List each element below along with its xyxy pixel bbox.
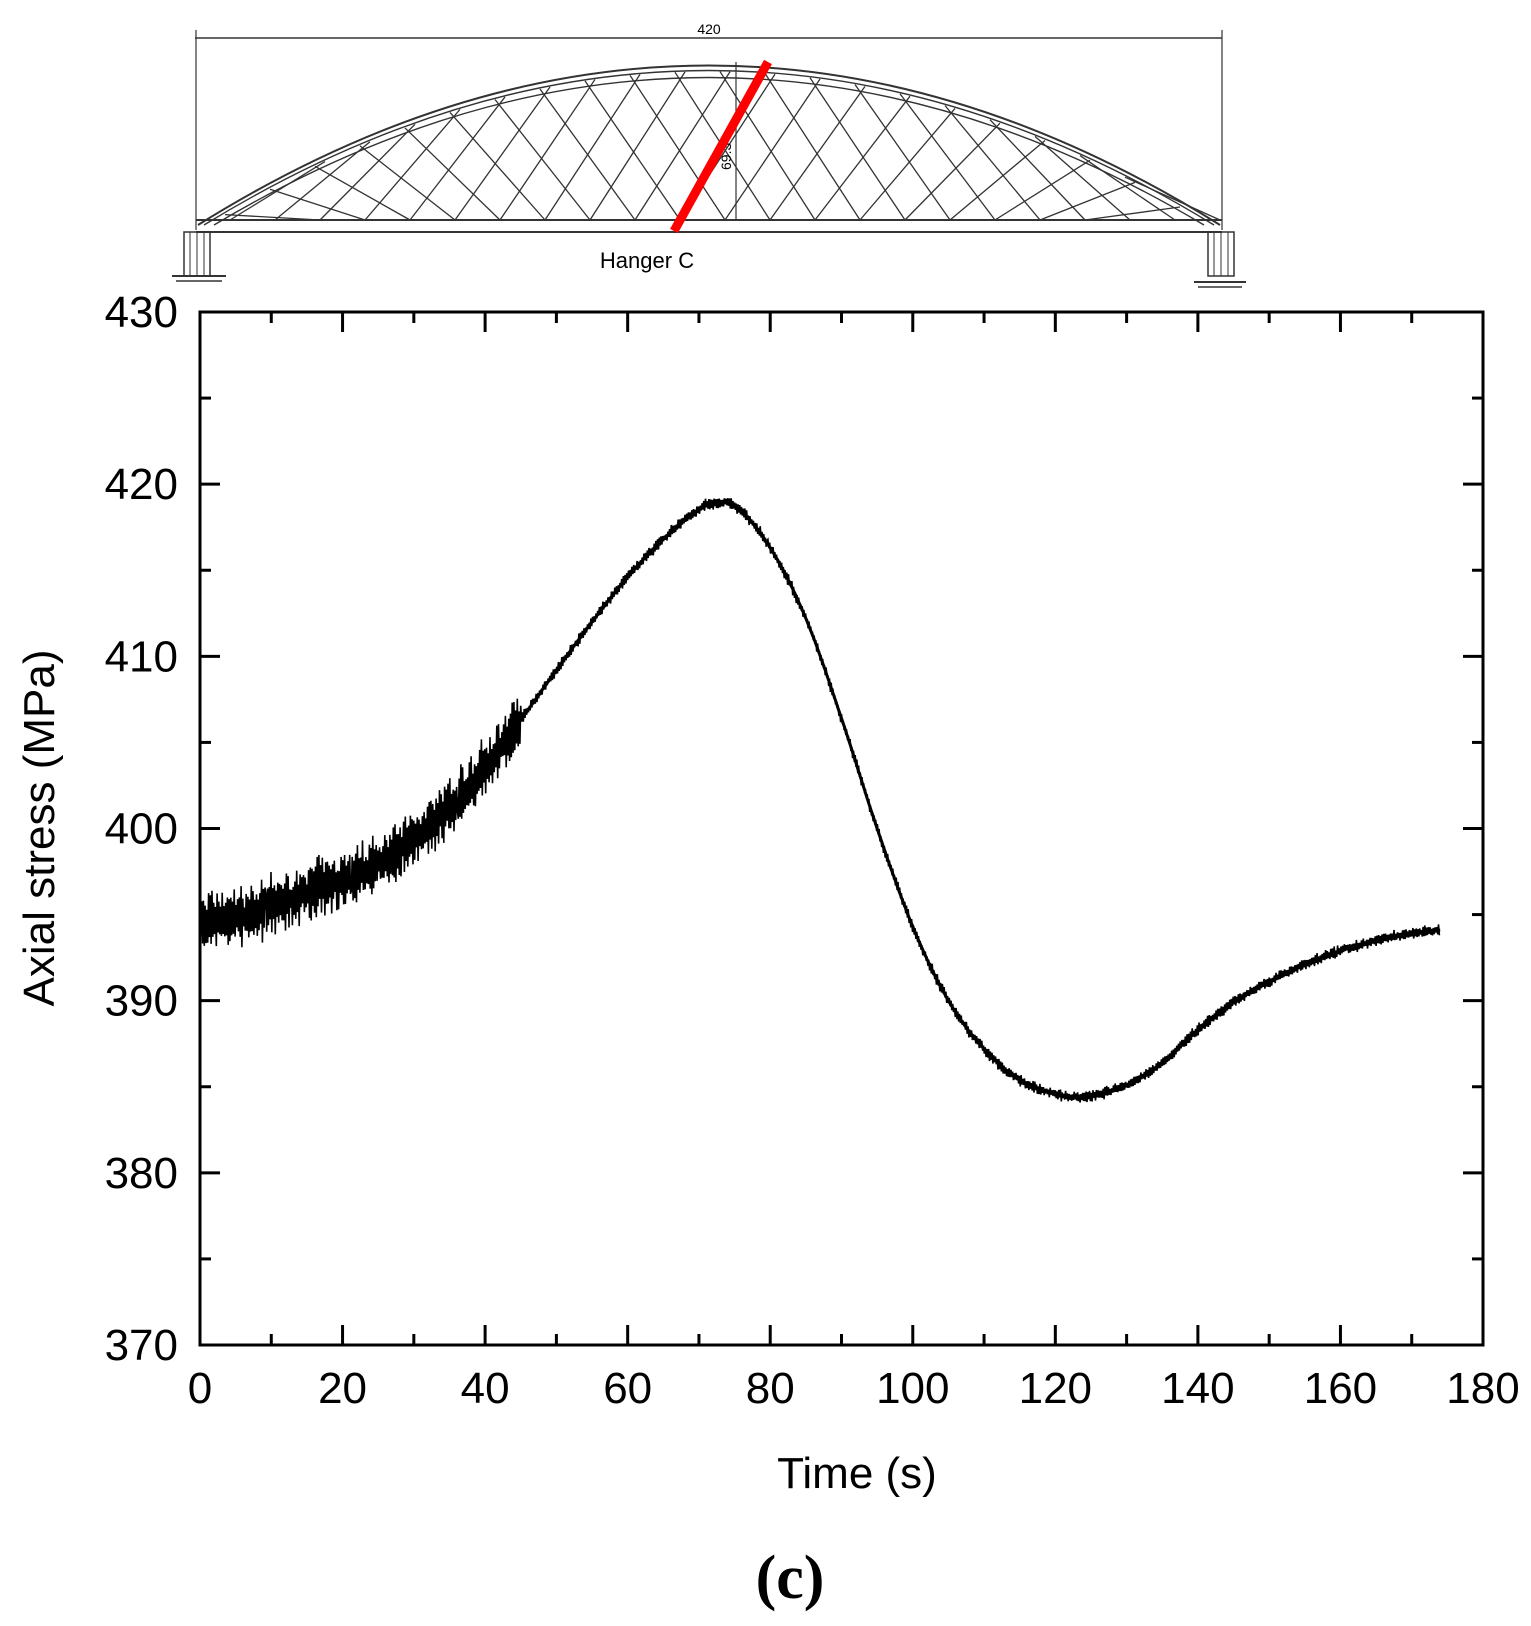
x-axis-title: Time (s) (777, 1449, 937, 1498)
x-tick-label: 180 (1446, 1364, 1519, 1413)
x-tick-label: 20 (318, 1364, 367, 1413)
network-hanger (629, 74, 726, 221)
axis-ticks (198, 310, 1485, 1347)
network-hanger (989, 119, 1086, 221)
network-hanger (229, 161, 326, 221)
network-hanger (404, 127, 501, 221)
hanger-c-highlight (670, 59, 772, 234)
y-tick-labels: 370 380 390 400 410 420 430 (105, 288, 178, 1370)
x-tick-label: 0 (188, 1364, 212, 1413)
network-hanger (634, 71, 731, 221)
y-tick-label: 410 (105, 632, 178, 681)
network-hanger (1079, 155, 1176, 221)
network-hanger (854, 84, 951, 221)
network-hangers (224, 71, 1221, 221)
network-hanger (724, 78, 821, 221)
network-hanger (814, 95, 911, 221)
network-hanger (359, 145, 456, 221)
span-label: 420 (697, 21, 721, 37)
y-axis-title: Axial stress (MPa) (15, 650, 64, 1007)
network-hanger (899, 93, 996, 221)
network-hanger (544, 74, 641, 221)
arch-middle (203, 69, 1215, 226)
panel-label: (c) (756, 1544, 825, 1612)
series-line-hanger-c (199, 500, 1441, 1099)
network-hanger (1084, 206, 1181, 221)
hanger-c-label: Hanger C (600, 248, 694, 273)
y-tick-label: 390 (105, 977, 178, 1026)
x-tick-labels: 0 20 40 60 80 100 120 140 160 180 (188, 1364, 1520, 1413)
network-hanger (719, 71, 816, 221)
network-hanger (1034, 135, 1131, 221)
network-hanger (769, 85, 866, 221)
network-hanger (454, 86, 551, 221)
network-hanger (539, 88, 636, 221)
y-tick-label: 400 (105, 805, 178, 854)
arch-outer (197, 64, 1221, 226)
arch-inner (213, 76, 1205, 226)
network-hanger (449, 112, 546, 221)
y-tick-label: 430 (105, 288, 178, 337)
network-hanger (364, 108, 461, 221)
right-support (1194, 231, 1246, 288)
x-tick-label: 120 (1019, 1364, 1092, 1413)
x-tick-label: 160 (1304, 1364, 1377, 1413)
plot-frame (198, 310, 1485, 1347)
network-hanger (1124, 176, 1221, 221)
network-hanger (409, 96, 506, 221)
x-tick-label: 40 (461, 1364, 510, 1413)
network-hanger (904, 122, 1001, 221)
y-tick-label: 420 (105, 460, 178, 509)
network-hanger (314, 165, 411, 221)
network-hanger (1039, 181, 1136, 221)
network-hanger (494, 99, 591, 221)
bridge-diagram: 420 69.3 Han (172, 21, 1246, 288)
network-hanger (319, 123, 416, 221)
chart: 0 20 40 60 80 100 120 140 160 180 370 380 390 400 410… (15, 288, 1520, 1612)
network-hanger (274, 141, 371, 221)
network-hanger (269, 188, 366, 221)
network-hanger (809, 77, 906, 221)
network-hanger (584, 80, 681, 221)
network-hanger (224, 213, 321, 221)
x-tick-label: 80 (746, 1364, 795, 1413)
network-hanger (949, 139, 1046, 221)
x-tick-label: 60 (603, 1364, 652, 1413)
y-tick-label: 380 (105, 1149, 178, 1198)
left-support (172, 231, 226, 282)
network-hanger (499, 79, 596, 221)
network-hanger (589, 71, 686, 221)
x-tick-label: 100 (876, 1364, 949, 1413)
y-tick-label: 370 (105, 1321, 178, 1370)
network-hanger (944, 105, 1041, 221)
series-noise-band (199, 498, 1441, 1103)
network-hanger (859, 108, 956, 221)
x-tick-label: 140 (1161, 1364, 1234, 1413)
network-hanger (764, 73, 861, 221)
